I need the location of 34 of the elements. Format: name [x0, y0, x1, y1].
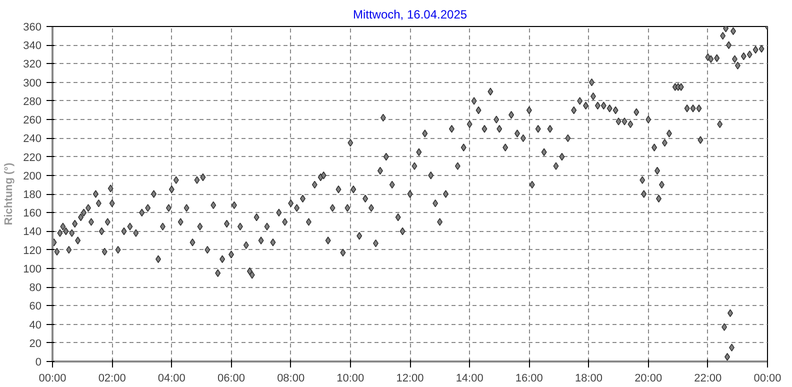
y-tick-label: 180 — [23, 189, 42, 201]
y-tick-label: 240 — [23, 133, 42, 146]
x-tick-label: 20:00 — [634, 372, 662, 384]
y-tick-label: 140 — [23, 226, 42, 238]
x-tick-label: 00:00 — [38, 372, 66, 384]
y-tick-label: 120 — [23, 244, 42, 257]
y-tick-label: 340 — [23, 40, 42, 52]
x-tick-label: 14:00 — [456, 372, 484, 384]
y-tick-label: 100 — [23, 263, 42, 276]
y-tick-label: 0 — [35, 356, 42, 368]
y-tick-label: 220 — [23, 152, 42, 164]
y-tick-label: 260 — [23, 114, 42, 127]
y-tick-label: 80 — [29, 282, 42, 294]
y-axis-title: Richtung (°) — [3, 162, 16, 226]
x-tick-label: 16:00 — [515, 372, 543, 384]
x-tick-label: 22:00 — [694, 372, 722, 384]
x-tick-label: 02:00 — [98, 372, 126, 384]
y-tick-label: 60 — [29, 300, 42, 313]
y-tick-label: 160 — [23, 208, 42, 220]
y-tick-label: 20 — [29, 338, 42, 350]
x-tick-label: 06:00 — [217, 372, 246, 384]
x-tick-label: 08:00 — [277, 372, 305, 384]
y-tick-label: 300 — [23, 77, 42, 90]
y-tick-label: 200 — [23, 170, 42, 182]
x-tick-label: 04:00 — [158, 372, 186, 384]
x-tick-label: 00:00 — [754, 372, 782, 384]
y-tick-label: 320 — [23, 58, 42, 71]
y-tick-label: 360 — [23, 22, 42, 34]
x-tick-label: 18:00 — [574, 372, 603, 384]
chart-title: Mittwoch, 16.04.2025 — [352, 8, 468, 22]
y-tick-label: 40 — [29, 319, 42, 332]
x-tick-label: 10:00 — [336, 372, 364, 384]
x-tick-label: 12:00 — [396, 372, 424, 384]
y-tick-label: 280 — [23, 96, 42, 108]
